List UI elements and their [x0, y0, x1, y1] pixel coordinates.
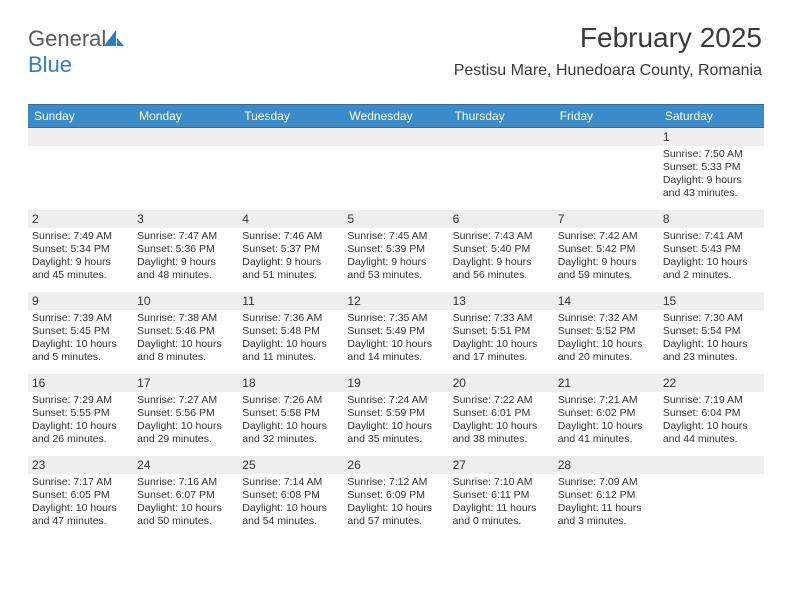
day-number	[449, 128, 554, 147]
sail-icon	[104, 30, 124, 48]
weekday-header-row: Sunday Monday Tuesday Wednesday Thursday…	[28, 105, 764, 128]
day-detail: Sunrise: 7:45 AM Sunset: 5:39 PM Dayligh…	[343, 228, 448, 292]
detail-row: Sunrise: 7:29 AM Sunset: 5:55 PM Dayligh…	[28, 392, 764, 456]
day-number	[343, 128, 448, 147]
daynum-row: 2345678	[28, 210, 764, 228]
day-detail: Sunrise: 7:38 AM Sunset: 5:46 PM Dayligh…	[133, 310, 238, 374]
daynum-row: 232425262728	[28, 456, 764, 474]
day-number: 8	[659, 210, 764, 228]
day-number: 16	[28, 374, 133, 392]
day-detail: Sunrise: 7:47 AM Sunset: 5:36 PM Dayligh…	[133, 228, 238, 292]
day-number: 12	[343, 292, 448, 310]
day-number: 17	[133, 374, 238, 392]
calendar-table: Sunday Monday Tuesday Wednesday Thursday…	[28, 104, 764, 538]
day-detail: Sunrise: 7:42 AM Sunset: 5:42 PM Dayligh…	[554, 228, 659, 292]
logo-text-2: Blue	[28, 52, 72, 77]
day-detail: Sunrise: 7:46 AM Sunset: 5:37 PM Dayligh…	[238, 228, 343, 292]
detail-row: Sunrise: 7:39 AM Sunset: 5:45 PM Dayligh…	[28, 310, 764, 374]
day-number: 22	[659, 374, 764, 392]
day-number: 1	[659, 128, 764, 147]
col-thursday: Thursday	[449, 105, 554, 128]
day-number: 27	[449, 456, 554, 474]
detail-row: Sunrise: 7:49 AM Sunset: 5:34 PM Dayligh…	[28, 228, 764, 292]
day-number: 24	[133, 456, 238, 474]
day-detail: Sunrise: 7:22 AM Sunset: 6:01 PM Dayligh…	[449, 392, 554, 456]
day-detail: Sunrise: 7:19 AM Sunset: 6:04 PM Dayligh…	[659, 392, 764, 456]
daynum-row: 1	[28, 128, 764, 147]
day-number	[28, 128, 133, 147]
day-number: 13	[449, 292, 554, 310]
day-detail: Sunrise: 7:09 AM Sunset: 6:12 PM Dayligh…	[554, 474, 659, 538]
logo: General Blue	[28, 26, 124, 78]
day-detail	[659, 474, 764, 538]
day-detail	[133, 146, 238, 210]
day-detail: Sunrise: 7:35 AM Sunset: 5:49 PM Dayligh…	[343, 310, 448, 374]
detail-row: Sunrise: 7:50 AM Sunset: 5:33 PM Dayligh…	[28, 146, 764, 210]
col-tuesday: Tuesday	[238, 105, 343, 128]
day-number: 7	[554, 210, 659, 228]
col-sunday: Sunday	[28, 105, 133, 128]
day-number	[133, 128, 238, 147]
day-number: 15	[659, 292, 764, 310]
day-number: 14	[554, 292, 659, 310]
day-number: 23	[28, 456, 133, 474]
day-detail: Sunrise: 7:33 AM Sunset: 5:51 PM Dayligh…	[449, 310, 554, 374]
day-detail: Sunrise: 7:16 AM Sunset: 6:07 PM Dayligh…	[133, 474, 238, 538]
day-detail: Sunrise: 7:30 AM Sunset: 5:54 PM Dayligh…	[659, 310, 764, 374]
col-friday: Friday	[554, 105, 659, 128]
daynum-row: 9101112131415	[28, 292, 764, 310]
location-subtitle: Pestisu Mare, Hunedoara County, Romania	[454, 62, 762, 80]
day-number: 20	[449, 374, 554, 392]
day-number: 9	[28, 292, 133, 310]
day-number: 4	[238, 210, 343, 228]
day-detail: Sunrise: 7:41 AM Sunset: 5:43 PM Dayligh…	[659, 228, 764, 292]
day-number	[659, 456, 764, 474]
daynum-row: 16171819202122	[28, 374, 764, 392]
day-detail: Sunrise: 7:32 AM Sunset: 5:52 PM Dayligh…	[554, 310, 659, 374]
day-detail: Sunrise: 7:10 AM Sunset: 6:11 PM Dayligh…	[449, 474, 554, 538]
day-number: 26	[343, 456, 448, 474]
day-number: 21	[554, 374, 659, 392]
day-number: 2	[28, 210, 133, 228]
day-detail	[28, 146, 133, 210]
day-detail: Sunrise: 7:27 AM Sunset: 5:56 PM Dayligh…	[133, 392, 238, 456]
day-detail: Sunrise: 7:49 AM Sunset: 5:34 PM Dayligh…	[28, 228, 133, 292]
day-number: 18	[238, 374, 343, 392]
day-detail	[238, 146, 343, 210]
day-detail: Sunrise: 7:14 AM Sunset: 6:08 PM Dayligh…	[238, 474, 343, 538]
day-detail: Sunrise: 7:21 AM Sunset: 6:02 PM Dayligh…	[554, 392, 659, 456]
day-detail: Sunrise: 7:12 AM Sunset: 6:09 PM Dayligh…	[343, 474, 448, 538]
col-saturday: Saturday	[659, 105, 764, 128]
day-number	[554, 128, 659, 147]
page-title: February 2025	[580, 22, 762, 54]
day-number: 6	[449, 210, 554, 228]
day-number: 5	[343, 210, 448, 228]
col-monday: Monday	[133, 105, 238, 128]
day-detail: Sunrise: 7:17 AM Sunset: 6:05 PM Dayligh…	[28, 474, 133, 538]
day-number: 28	[554, 456, 659, 474]
day-detail: Sunrise: 7:36 AM Sunset: 5:48 PM Dayligh…	[238, 310, 343, 374]
day-detail: Sunrise: 7:43 AM Sunset: 5:40 PM Dayligh…	[449, 228, 554, 292]
day-detail	[554, 146, 659, 210]
day-number: 3	[133, 210, 238, 228]
day-detail: Sunrise: 7:29 AM Sunset: 5:55 PM Dayligh…	[28, 392, 133, 456]
day-number: 19	[343, 374, 448, 392]
detail-row: Sunrise: 7:17 AM Sunset: 6:05 PM Dayligh…	[28, 474, 764, 538]
day-detail	[343, 146, 448, 210]
day-detail: Sunrise: 7:26 AM Sunset: 5:58 PM Dayligh…	[238, 392, 343, 456]
col-wednesday: Wednesday	[343, 105, 448, 128]
day-number	[238, 128, 343, 147]
day-detail: Sunrise: 7:39 AM Sunset: 5:45 PM Dayligh…	[28, 310, 133, 374]
day-detail: Sunrise: 7:50 AM Sunset: 5:33 PM Dayligh…	[659, 146, 764, 210]
day-number: 25	[238, 456, 343, 474]
logo-text-1: General	[28, 26, 106, 51]
day-detail	[449, 146, 554, 210]
day-number: 10	[133, 292, 238, 310]
day-number: 11	[238, 292, 343, 310]
day-detail: Sunrise: 7:24 AM Sunset: 5:59 PM Dayligh…	[343, 392, 448, 456]
